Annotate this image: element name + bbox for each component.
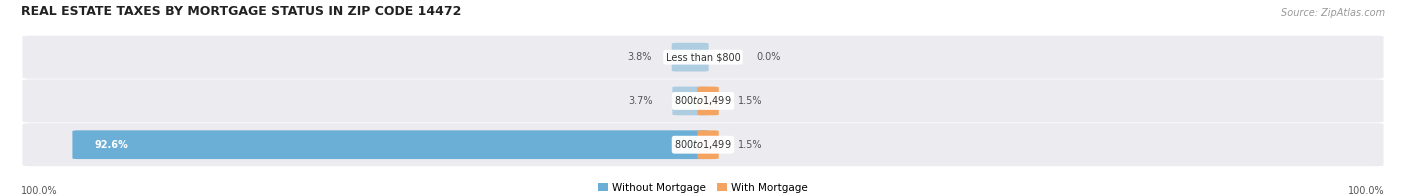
FancyBboxPatch shape — [73, 130, 709, 159]
Text: 92.6%: 92.6% — [96, 140, 129, 150]
Text: $800 to $1,499: $800 to $1,499 — [675, 94, 731, 107]
FancyBboxPatch shape — [22, 123, 1384, 166]
Text: 0.0%: 0.0% — [756, 52, 780, 62]
Text: Source: ZipAtlas.com: Source: ZipAtlas.com — [1281, 8, 1385, 18]
FancyBboxPatch shape — [22, 79, 1384, 122]
Text: REAL ESTATE TAXES BY MORTGAGE STATUS IN ZIP CODE 14472: REAL ESTATE TAXES BY MORTGAGE STATUS IN … — [21, 5, 461, 18]
Text: 1.5%: 1.5% — [738, 140, 763, 150]
Text: 3.8%: 3.8% — [627, 52, 652, 62]
FancyBboxPatch shape — [697, 87, 718, 115]
FancyBboxPatch shape — [672, 43, 709, 72]
Text: 1.5%: 1.5% — [738, 96, 763, 106]
FancyBboxPatch shape — [22, 36, 1384, 79]
Text: Less than $800: Less than $800 — [665, 52, 741, 62]
Legend: Without Mortgage, With Mortgage: Without Mortgage, With Mortgage — [598, 183, 808, 193]
Text: $800 to $1,499: $800 to $1,499 — [675, 138, 731, 151]
Text: 100.0%: 100.0% — [21, 186, 58, 196]
Text: 3.7%: 3.7% — [628, 96, 652, 106]
FancyBboxPatch shape — [672, 87, 709, 115]
FancyBboxPatch shape — [697, 130, 718, 159]
Text: 100.0%: 100.0% — [1348, 186, 1385, 196]
